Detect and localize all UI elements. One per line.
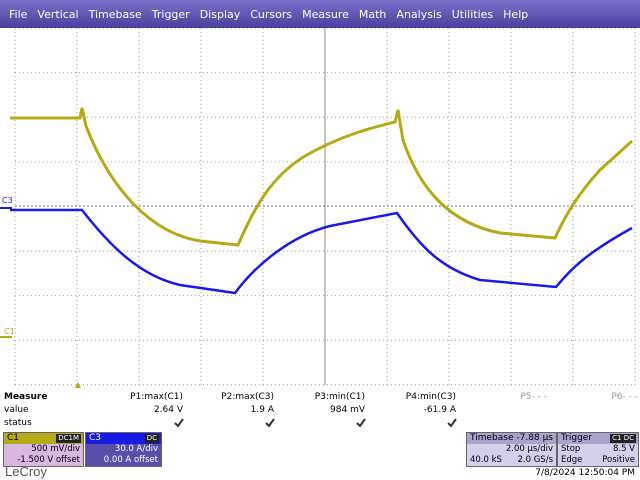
trigger-title: Trigger [561, 433, 593, 443]
c1-header: C1 DC1M [4, 433, 83, 444]
c1-body: 500 mV/div -1.500 V offset [4, 444, 83, 466]
c1-offset: -1.500 V offset [17, 455, 80, 465]
check-icon [356, 418, 366, 428]
c3-body: 30.0 A/div 0.00 A offset [86, 444, 161, 466]
status-check [356, 418, 366, 428]
trigger-marker [75, 382, 81, 388]
c3-scale: 30.0 A/div [114, 444, 158, 454]
trigger-mode: Stop [561, 444, 581, 454]
c3-marker: C3 [2, 196, 13, 205]
menu-item[interactable]: Cursors [250, 7, 293, 21]
trigger-descriptor[interactable]: Trigger C1 DC Stop 8.5 V Edge Positive [557, 432, 639, 467]
c1-descriptor[interactable]: C1 DC1M 500 mV/div -1.500 V offset [3, 432, 84, 467]
menu-item[interactable]: Measure [302, 7, 349, 21]
c3-offset: 0.00 A offset [103, 455, 158, 465]
trigger-type: Edge [561, 455, 583, 465]
c3-name: C3 [89, 433, 102, 443]
datetime: 7/8/2024 12:50:04 PM [535, 468, 635, 478]
menu-item[interactable]: Math [358, 7, 387, 21]
measure-value: -61.9 A [423, 405, 456, 415]
row-label: value [4, 405, 29, 415]
status-check [447, 418, 457, 428]
timebase-title: Timebase [470, 433, 514, 443]
c3-trace [10, 208, 633, 295]
menu-item[interactable]: Trigger [151, 7, 190, 21]
menu-item[interactable]: Utilities [451, 7, 494, 21]
menu-item[interactable]: File [9, 7, 28, 21]
waveform-display: C3 C1 [0, 28, 636, 388]
menu-item[interactable]: Analysis [396, 7, 442, 21]
c1-marker: C1 [4, 327, 15, 336]
measure-name: P3:min(C1) [314, 392, 365, 402]
menu-item[interactable]: Display [199, 7, 241, 21]
c3-descriptor[interactable]: C3 DC 30.0 A/div 0.00 A offset [85, 432, 162, 467]
row-label: status [4, 418, 32, 428]
c1-trace [10, 107, 634, 247]
measure-name: P5- - - [520, 392, 547, 402]
measure-value: 984 mV [330, 405, 365, 415]
timebase-rate: 2.0 GS/s [517, 455, 554, 465]
check-icon [447, 418, 457, 428]
measure-title: Measure [4, 392, 48, 402]
menu-item[interactable]: Timebase [88, 7, 142, 21]
timebase-scale: 2.00 µs/div [505, 444, 553, 454]
timebase-samples: 40.0 kS [470, 455, 502, 465]
check-icon [265, 418, 275, 428]
c1-scale: 500 mV/div [31, 444, 80, 454]
c3-coupling: DC [144, 434, 159, 443]
status-check [265, 418, 275, 428]
measure-value: 1.9 A [250, 405, 274, 415]
timebase-descriptor[interactable]: Timebase -7.88 µs 2.00 µs/div 40.0 kS 2.… [466, 432, 557, 467]
status-check [174, 418, 184, 428]
trigger-level: 8.5 V [612, 444, 635, 454]
trigger-source: C1 DC [610, 434, 636, 443]
trigger-slope: Positive [602, 455, 635, 465]
measure-name: P6- - - [611, 392, 638, 402]
menu-item[interactable]: Help [503, 7, 529, 21]
timebase-header: Timebase -7.88 µs [467, 433, 556, 444]
menu-bar: File Vertical Timebase Trigger Display Cursor… [0, 0, 640, 28]
timebase-delay: -7.88 µs [516, 433, 553, 443]
measure-name: P1:max(C1) [130, 392, 183, 402]
c1-name: C1 [7, 433, 20, 443]
trigger-header: Trigger C1 DC [558, 433, 638, 444]
measure-name: P4:min(C3) [405, 392, 456, 402]
measure-value: 2.64 V [153, 405, 183, 415]
logo: LeCroy [5, 464, 47, 479]
measure-name: P2:max(C3) [221, 392, 274, 402]
c3-header: C3 DC [86, 433, 161, 444]
c1-coupling: DC1M [56, 434, 81, 443]
menu-item[interactable]: Vertical [37, 7, 79, 21]
check-icon [174, 418, 184, 428]
